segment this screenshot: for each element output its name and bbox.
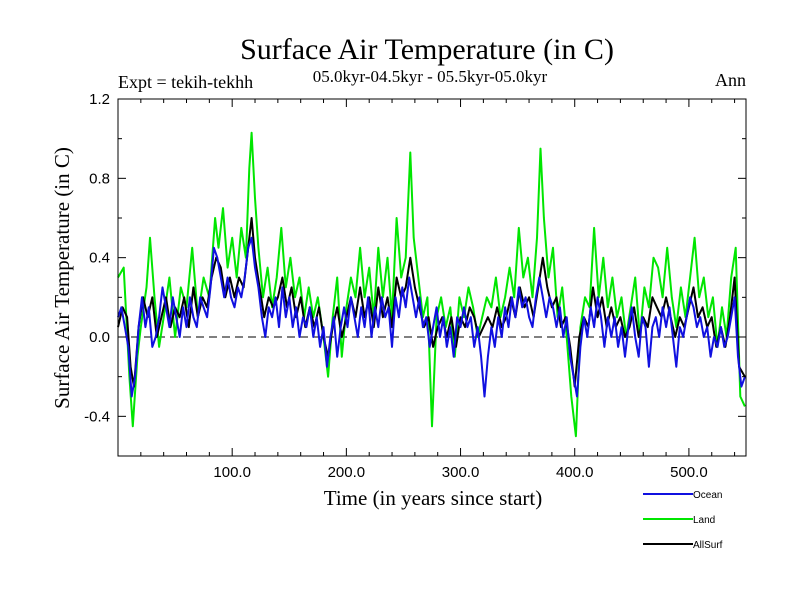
- chart-subtitle: 05.0kyr-04.5kyr - 05.5kyr-05.0kyr: [313, 67, 548, 86]
- series-line-ocean: [117, 236, 746, 398]
- y-tick-label: 0.4: [89, 250, 110, 267]
- x-tick-label: 200.0: [328, 464, 366, 481]
- legend-label-allsurf: AllSurf: [693, 540, 723, 551]
- y-tick-label: 0.0: [89, 329, 110, 346]
- x-axis-label: Time (in years since start): [324, 486, 543, 510]
- plot-area: [117, 131, 746, 438]
- y-axis-label: Surface Air Temperature (in C): [50, 147, 74, 409]
- y-tick-label: 0.8: [89, 170, 110, 187]
- legend: Ocean Land AllSurf: [643, 490, 723, 551]
- y-tick-label: 1.2: [89, 91, 110, 108]
- series-line-allsurf: [117, 217, 746, 388]
- axes: 100.0 200.0 300.0 400.0 500.0 -0.4 0.0 0.4 0.8 1.…: [84, 91, 746, 481]
- period-label: Ann: [715, 70, 746, 90]
- series-line-land: [117, 131, 746, 438]
- chart-title: Surface Air Temperature (in C): [240, 33, 614, 66]
- legend-label-land: Land: [693, 515, 715, 526]
- x-tick-label: 400.0: [556, 464, 594, 481]
- legend-label-ocean: Ocean: [693, 490, 722, 501]
- y-tick-label: -0.4: [84, 408, 110, 425]
- plot-frame: [117, 98, 747, 457]
- x-tick-label: 500.0: [670, 464, 708, 481]
- x-tick-label: 300.0: [442, 464, 480, 481]
- experiment-label: Expt = tekih-tekhh: [118, 72, 253, 92]
- x-tick-label: 100.0: [213, 464, 251, 481]
